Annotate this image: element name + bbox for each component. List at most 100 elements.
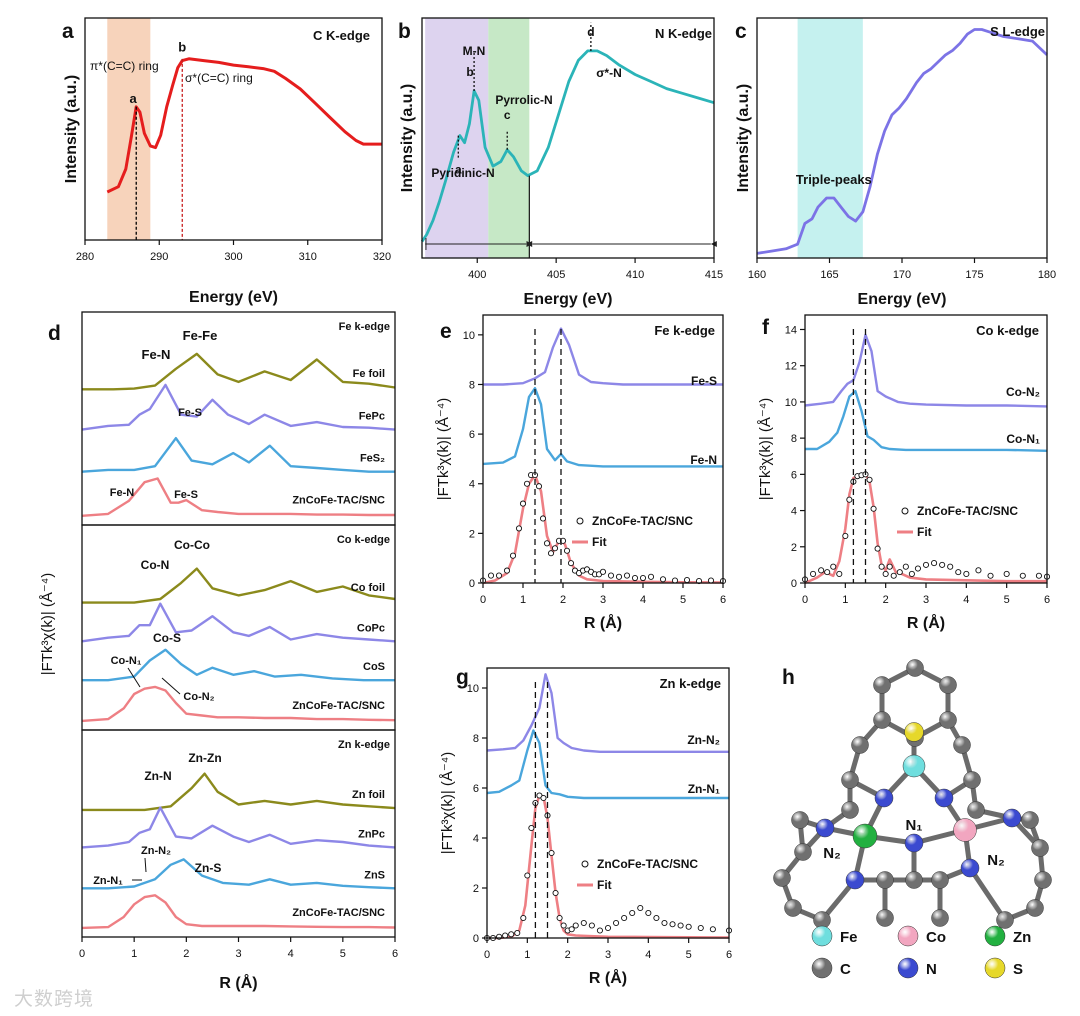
label-pointer bbox=[161, 677, 181, 695]
n-kedge-line bbox=[420, 49, 715, 243]
data-point bbox=[947, 563, 954, 570]
data-point bbox=[572, 922, 579, 929]
data-point bbox=[547, 550, 555, 557]
panel-e-x-tick-label: 1 bbox=[520, 594, 526, 606]
atom-C bbox=[1026, 899, 1044, 917]
data-point bbox=[846, 496, 853, 503]
data-point bbox=[874, 545, 881, 552]
series-name-label: Zn-N₁ bbox=[688, 782, 720, 796]
data-point bbox=[669, 921, 676, 928]
panel-g-x-tick-label: 1 bbox=[524, 949, 530, 961]
fit-line bbox=[804, 473, 1047, 585]
series-ZnS bbox=[82, 858, 396, 890]
data-point bbox=[514, 929, 521, 937]
panel-d-x-tick-label: 1 bbox=[131, 948, 137, 960]
panel-g-x-tick-label: 0 bbox=[484, 949, 490, 961]
data-point bbox=[661, 919, 668, 927]
energy-region bbox=[425, 18, 489, 258]
atom-C bbox=[841, 801, 859, 819]
data-point bbox=[543, 540, 551, 547]
data-point bbox=[552, 889, 559, 897]
panel-d-x-tick-label: 2 bbox=[183, 948, 189, 960]
panel-b-x-tick-label: 405 bbox=[547, 269, 565, 281]
panel-g-x-tick-label: 2 bbox=[565, 949, 571, 961]
data-point bbox=[604, 924, 612, 932]
data-point bbox=[580, 919, 587, 927]
data-point bbox=[623, 572, 631, 579]
panel-f-y-tick-label: 14 bbox=[785, 324, 797, 336]
label-pointer bbox=[144, 857, 147, 873]
panel-f-x-tick-label: 2 bbox=[883, 594, 889, 606]
data-point bbox=[560, 922, 567, 929]
series-ZnCoFe-TAC/SNC bbox=[81, 894, 396, 930]
data-point bbox=[508, 931, 515, 938]
series-name-label: ZnCoFe-TAC/SNC bbox=[292, 907, 385, 919]
sigma-star-label: σ*(C=C) ring bbox=[185, 71, 253, 85]
atom-C bbox=[905, 871, 923, 889]
panel-g-x-tick-label: 3 bbox=[605, 949, 611, 961]
atom-C bbox=[1031, 839, 1049, 857]
series-name-label: Fe-S bbox=[691, 374, 717, 388]
panel-letter-a: a bbox=[62, 20, 74, 43]
data-point bbox=[677, 922, 684, 929]
legend-atom-C bbox=[811, 957, 833, 979]
co-n2-label: Co-N₂ bbox=[183, 691, 214, 703]
data-point bbox=[509, 552, 517, 559]
panel-e-y-tick-label: 0 bbox=[469, 578, 475, 590]
legend-atom-N bbox=[897, 957, 919, 979]
label-pointer bbox=[127, 667, 141, 688]
panel-f-y-tick-label: 2 bbox=[791, 542, 797, 554]
series-name-label: CoPc bbox=[357, 622, 385, 634]
legend-marker-sample bbox=[576, 517, 584, 525]
panel-letter-e: e bbox=[440, 320, 452, 343]
series-name-label: CoS bbox=[363, 661, 385, 673]
panel-c-xlabel: Energy (eV) bbox=[858, 291, 947, 308]
molecule-diagram bbox=[773, 659, 1052, 929]
series-Co foil bbox=[82, 567, 396, 604]
data-point bbox=[563, 547, 571, 554]
legend-atom-S bbox=[984, 957, 1006, 979]
m-n-label: M-N bbox=[463, 44, 486, 58]
panel-g-frame bbox=[486, 667, 730, 939]
fe-s-label: Fe-S bbox=[178, 407, 202, 419]
legend-atom-label: N bbox=[926, 961, 937, 978]
panel-f-y-tick-label: 0 bbox=[791, 578, 797, 590]
panel-g-y-tick-label: 4 bbox=[473, 833, 479, 845]
co-co-label: Co-Co bbox=[174, 538, 210, 552]
atom-C bbox=[963, 771, 981, 789]
atom-C bbox=[996, 911, 1014, 929]
data-point bbox=[551, 545, 559, 552]
panel-d-x-tick-label: 6 bbox=[392, 948, 398, 960]
panel-d-x-tick-label: 0 bbox=[79, 948, 85, 960]
data-point bbox=[556, 914, 563, 922]
series-Zn-N₁ bbox=[486, 729, 729, 800]
panel-f-x-tick-label: 5 bbox=[1004, 594, 1010, 606]
n2-site-label: N₂ bbox=[823, 845, 841, 862]
atom-C bbox=[773, 869, 791, 887]
data-point bbox=[955, 569, 962, 576]
data-point bbox=[908, 570, 915, 577]
panel-a-x-tick-label: 310 bbox=[299, 251, 317, 263]
panel-b-x-tick-label: 400 bbox=[468, 269, 486, 281]
panel-letter-h: h bbox=[782, 666, 795, 689]
pyrrolic-n-label: Pyrrolic-N bbox=[495, 93, 552, 107]
legend-atom-label: Co bbox=[926, 929, 946, 946]
panel-g-y-tick-label: 10 bbox=[467, 683, 479, 695]
data-point bbox=[671, 577, 679, 584]
legend-label-fit: Fit bbox=[917, 525, 932, 539]
data-point bbox=[709, 926, 716, 933]
atom-C bbox=[967, 801, 985, 819]
data-point bbox=[607, 572, 615, 579]
atom-C bbox=[851, 736, 869, 754]
series-name-label: ZnCoFe-TAC/SNC bbox=[292, 700, 385, 712]
data-point bbox=[1035, 572, 1042, 579]
data-point bbox=[519, 500, 527, 507]
panel-f-y-tick-label: 12 bbox=[785, 361, 797, 373]
data-point bbox=[567, 560, 575, 567]
panel-a-xlabel: Energy (eV) bbox=[189, 289, 278, 306]
series-ZnCoFe-TAC/SNC bbox=[81, 477, 395, 517]
peak-label-d: d bbox=[587, 25, 594, 39]
series-CoS bbox=[82, 648, 395, 682]
data-point bbox=[588, 922, 595, 929]
